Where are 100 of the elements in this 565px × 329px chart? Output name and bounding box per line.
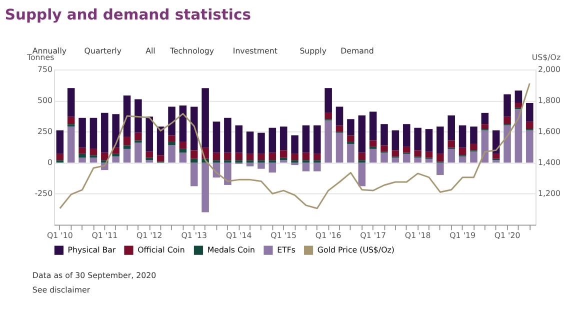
bar (369, 112, 377, 140)
y-tick-label: 500 (38, 96, 53, 105)
bar (425, 151, 433, 158)
bar (67, 88, 75, 117)
bar (268, 160, 276, 163)
bar (514, 90, 522, 103)
bar (202, 162, 209, 212)
bar (504, 125, 511, 163)
bar (402, 124, 410, 146)
bar (448, 115, 455, 140)
bar (324, 88, 332, 113)
bar (235, 152, 242, 160)
text: See disclaimer (32, 285, 91, 294)
bar (448, 148, 455, 163)
bar (156, 155, 164, 162)
x-tick-label: Q1 '10 (46, 230, 73, 240)
bar (123, 96, 131, 137)
bar (90, 148, 98, 156)
bar (224, 152, 232, 160)
bar (134, 140, 142, 143)
bar (90, 158, 98, 163)
bar (504, 116, 511, 124)
bar (168, 135, 176, 142)
bar (246, 160, 254, 163)
bar (358, 160, 366, 163)
bar (224, 160, 232, 163)
y-tick-label: -250 (34, 189, 53, 198)
bar (268, 162, 276, 173)
bar (514, 109, 522, 163)
bar (514, 102, 522, 108)
bar (56, 160, 64, 163)
bar (358, 115, 366, 153)
bar (123, 136, 131, 146)
bar (146, 151, 154, 158)
x-tick-label: Q1 '20 (494, 230, 520, 240)
legend-label: Gold Price (US$/Oz) (317, 245, 394, 254)
bar (123, 148, 131, 163)
bar (134, 142, 142, 163)
x-tick-label: Q1 '12 (136, 230, 162, 240)
bar (481, 124, 489, 130)
bar (179, 141, 187, 149)
bar (380, 124, 388, 146)
bar (268, 128, 276, 153)
bar (280, 150, 288, 158)
bar (392, 158, 400, 163)
bar (78, 148, 86, 154)
bar (112, 156, 120, 163)
text: Supply (300, 46, 327, 56)
bar (458, 148, 466, 156)
bar (380, 152, 388, 163)
bar (212, 122, 220, 153)
bar (202, 88, 209, 148)
bar (358, 162, 366, 186)
bar (168, 145, 176, 163)
bar (526, 102, 534, 122)
x-tick-label: Q1 '13 (181, 230, 208, 240)
bar (347, 119, 354, 136)
bar (414, 150, 422, 156)
text: Investment (232, 46, 278, 56)
y2-tick-label: 1,600 (538, 127, 560, 136)
text: Annually (32, 46, 67, 56)
bar (258, 154, 265, 160)
bar (448, 140, 455, 148)
bar (302, 160, 310, 163)
bar (235, 160, 242, 163)
bar (470, 144, 478, 150)
bar (347, 144, 354, 163)
bar (324, 112, 332, 120)
bar (258, 132, 265, 154)
text: All (146, 46, 156, 56)
bar (78, 154, 86, 158)
bar (458, 156, 466, 163)
bar (492, 154, 500, 159)
bar (67, 126, 75, 163)
bar (78, 118, 86, 148)
bar (90, 118, 98, 149)
bar (235, 125, 242, 153)
x-tick-label: Q1 '17 (360, 230, 386, 240)
bar (336, 125, 344, 132)
legend-label: Medals Coin (207, 245, 256, 254)
bar (369, 148, 377, 163)
bar (347, 135, 354, 142)
bar (402, 154, 410, 163)
line-series (59, 82, 530, 210)
bar (369, 146, 377, 149)
bar (258, 160, 265, 163)
bar (56, 154, 64, 160)
bar (302, 125, 310, 153)
bar (470, 126, 478, 144)
bar (436, 154, 444, 162)
bar (336, 132, 344, 163)
bar (134, 132, 142, 140)
bar (425, 158, 433, 163)
bar (67, 124, 75, 127)
bar (481, 112, 489, 124)
bar (291, 154, 298, 160)
bar (224, 162, 232, 185)
bar (224, 118, 232, 153)
bar (146, 158, 154, 160)
bar (146, 160, 154, 163)
